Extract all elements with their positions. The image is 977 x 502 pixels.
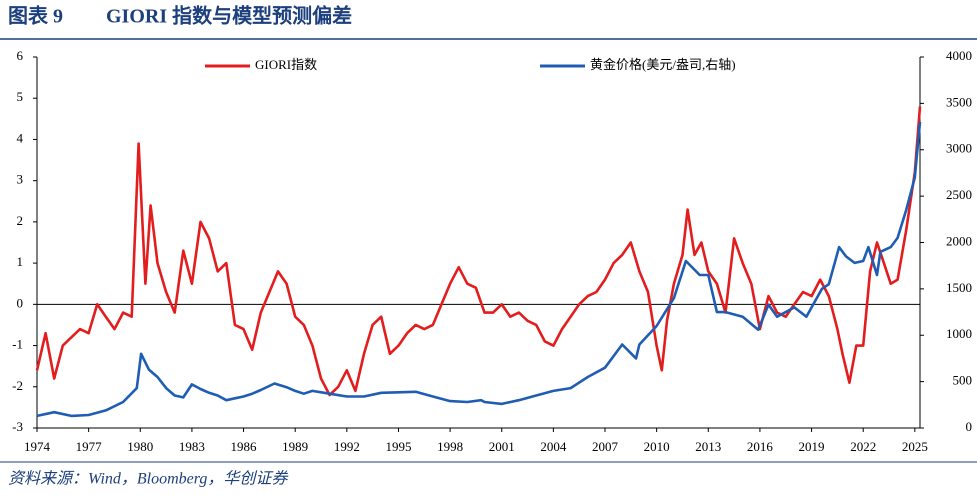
y2-tick-label: 1500 <box>946 280 972 295</box>
x-tick-label: 1992 <box>334 439 360 454</box>
chart-subtitle: GIORI 指数与模型预测偏差 <box>106 4 352 28</box>
series-line <box>35 106 922 397</box>
y-tick-label: 2 <box>17 213 24 228</box>
y2-tick-label: 0 <box>966 419 973 434</box>
y-tick-label: 5 <box>17 89 24 104</box>
legend-label: GIORI指数 <box>255 57 317 72</box>
chart-title: 图表 9 <box>8 4 63 28</box>
y-tick-label: -1 <box>12 337 23 352</box>
y2-tick-label: 2500 <box>946 187 972 202</box>
x-tick-label: 2007 <box>592 439 619 454</box>
y-tick-label: -2 <box>12 378 23 393</box>
y2-tick-label: 1000 <box>946 326 972 341</box>
y-tick-label: 1 <box>17 254 24 269</box>
source-note: 资料来源：Wind，Bloomberg，华创证券 <box>8 470 289 488</box>
x-tick-label: 1995 <box>385 439 411 454</box>
y2-tick-label: 4000 <box>946 48 972 63</box>
y-tick-label: 6 <box>17 48 24 63</box>
y2-tick-label: 3000 <box>946 141 972 156</box>
x-tick-label: 1983 <box>179 439 205 454</box>
x-tick-label: 1974 <box>24 439 51 454</box>
x-tick-label: 2022 <box>850 439 876 454</box>
x-tick-label: 2010 <box>644 439 670 454</box>
x-tick-label: 1980 <box>127 439 153 454</box>
x-tick-label: 2016 <box>747 439 774 454</box>
x-tick-label: 2004 <box>540 439 567 454</box>
y2-tick-label: 2000 <box>946 233 972 248</box>
y-tick-label: -3 <box>12 419 23 434</box>
x-tick-label: 1977 <box>76 439 103 454</box>
x-tick-label: 2001 <box>489 439 515 454</box>
x-tick-label: 2025 <box>902 439 928 454</box>
y2-tick-label: 3500 <box>946 94 972 109</box>
y-tick-label: 4 <box>17 130 24 145</box>
x-tick-label: 2019 <box>799 439 825 454</box>
y2-tick-label: 500 <box>953 373 973 388</box>
y-tick-label: 3 <box>17 172 24 187</box>
series-line <box>36 121 922 418</box>
y-tick-label: 0 <box>17 295 24 310</box>
x-tick-label: 1998 <box>437 439 463 454</box>
x-tick-label: 1986 <box>231 439 258 454</box>
x-tick-label: 1989 <box>282 439 308 454</box>
x-tick-label: 2013 <box>695 439 721 454</box>
legend-label: 黄金价格(美元/盎司,右轴) <box>590 57 736 72</box>
